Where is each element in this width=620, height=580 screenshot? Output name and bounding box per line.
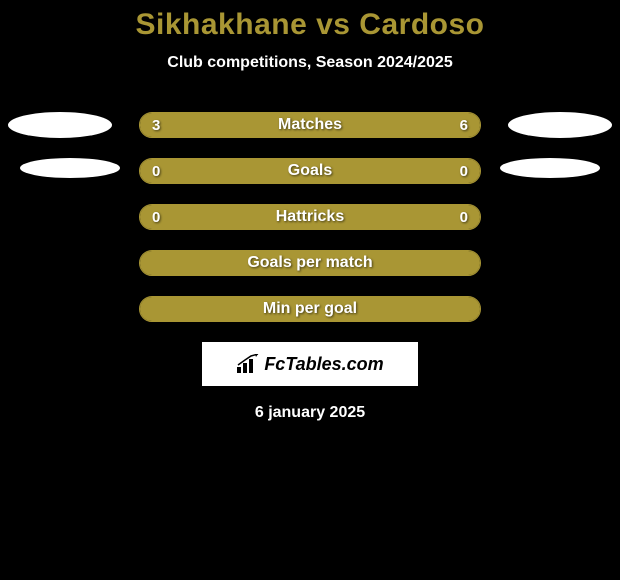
stat-right-value: 0 [460, 159, 468, 183]
club-logo-left-1 [8, 112, 112, 138]
date-label: 6 january 2025 [0, 404, 620, 422]
logo-box: FcTables.com [202, 342, 418, 386]
stat-row-goals: 0 Goals 0 [139, 158, 481, 184]
stat-label: Goals per match [140, 251, 480, 275]
club-logo-right-1 [508, 112, 612, 138]
stat-right-value: 6 [460, 113, 468, 137]
stat-label: Hattricks [140, 205, 480, 229]
stat-label: Goals [140, 159, 480, 183]
logo: FcTables.com [236, 354, 383, 375]
logo-text: FcTables.com [264, 354, 383, 375]
subtitle: Club competitions, Season 2024/2025 [0, 54, 620, 72]
stat-row-goals-per-match: Goals per match [139, 250, 481, 276]
stat-right-value: 0 [460, 205, 468, 229]
comparison-infographic: Sikhakhane vs Cardoso Club competitions,… [0, 0, 620, 580]
stat-row-hattricks: 0 Hattricks 0 [139, 204, 481, 230]
stat-row-min-per-goal: Min per goal [139, 296, 481, 322]
chart-icon [236, 354, 260, 374]
stat-label: Min per goal [140, 297, 480, 321]
stat-bars: 3 Matches 6 0 Goals 0 0 Hattricks 0 [139, 112, 481, 322]
chart-area: 3 Matches 6 0 Goals 0 0 Hattricks 0 [0, 112, 620, 422]
club-logo-right-2 [500, 158, 600, 178]
page-title: Sikhakhane vs Cardoso [0, 8, 620, 42]
stat-row-matches: 3 Matches 6 [139, 112, 481, 138]
club-logo-left-2 [20, 158, 120, 178]
stat-label: Matches [140, 113, 480, 137]
